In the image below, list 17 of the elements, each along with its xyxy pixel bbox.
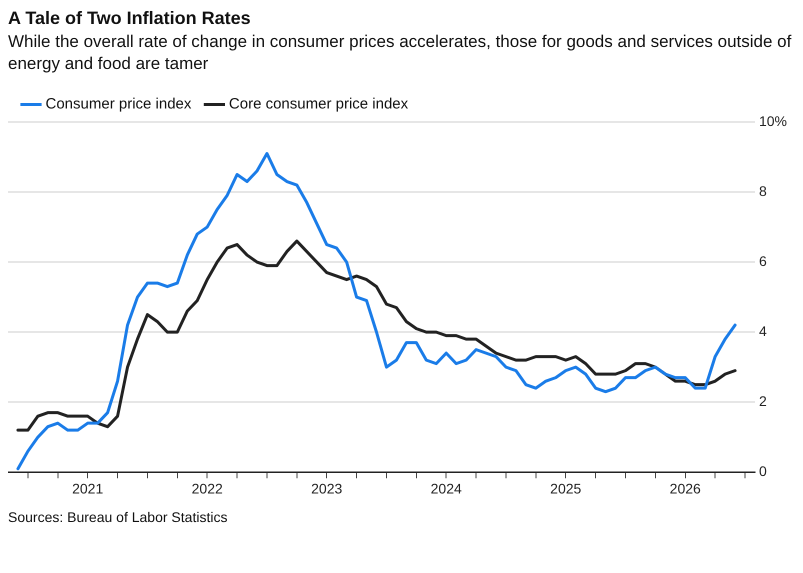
y-tick-label: 10% (758, 112, 788, 129)
y-tick-label: 6 (758, 252, 767, 269)
source-note: Sources: Bureau of Labor Statistics (8, 509, 228, 525)
x-tick-label: 2021 (72, 480, 104, 496)
x-tick-label: 2025 (550, 480, 582, 496)
x-tick-label: 2024 (430, 480, 462, 496)
x-tick-label: 2023 (311, 480, 342, 496)
x-tick-label: 2022 (192, 480, 223, 496)
y-tick-label: 0 (758, 463, 767, 480)
chart-title: A Tale of Two Inflation Rates (8, 8, 252, 29)
y-tick-label: 2 (758, 393, 767, 410)
legend-label: Core consumer price index (228, 96, 409, 113)
chart-subtitle: While the overall rate of change in consumer prices accelerates, those for goods and services outside of energy and food are tamer (8, 31, 792, 75)
legend-label: Consumer price index (46, 96, 192, 113)
x-tick-label: 2026 (670, 480, 702, 496)
y-tick-label: 8 (758, 182, 767, 199)
y-tick-label: 4 (758, 322, 767, 339)
